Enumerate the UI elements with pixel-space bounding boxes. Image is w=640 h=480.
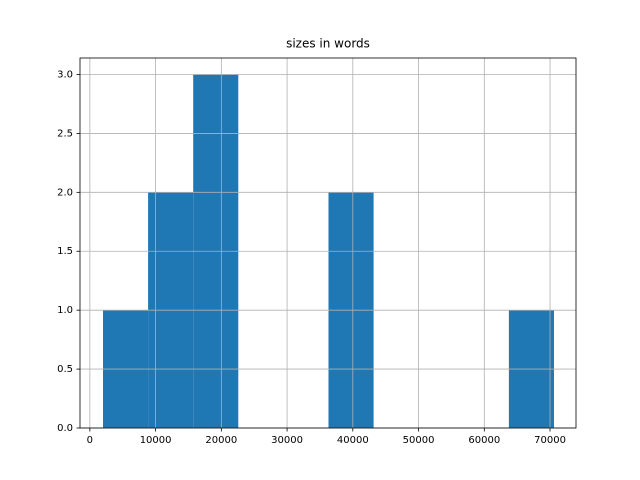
x-tick-label: 20000 [205, 435, 237, 446]
x-tick-label: 40000 [337, 435, 369, 446]
y-tick-label: 1.0 [57, 305, 73, 316]
x-tick-label: 10000 [140, 435, 172, 446]
x-tick-label: 0 [87, 435, 93, 446]
y-tick-label: 3.0 [57, 69, 73, 80]
y-tick-label: 2.5 [57, 128, 73, 139]
chart-title: sizes in words [286, 37, 370, 51]
y-tick-label: 2.0 [57, 187, 73, 198]
x-tick-label: 70000 [534, 435, 566, 446]
x-tick-label: 50000 [403, 435, 435, 446]
plot-frame [79, 57, 577, 429]
x-tick-label: 30000 [271, 435, 303, 446]
y-tick-label: 1.5 [57, 246, 73, 257]
y-tick-label: 0.0 [57, 423, 73, 434]
x-tick-label: 60000 [468, 435, 500, 446]
y-tick-label: 0.5 [57, 364, 73, 375]
